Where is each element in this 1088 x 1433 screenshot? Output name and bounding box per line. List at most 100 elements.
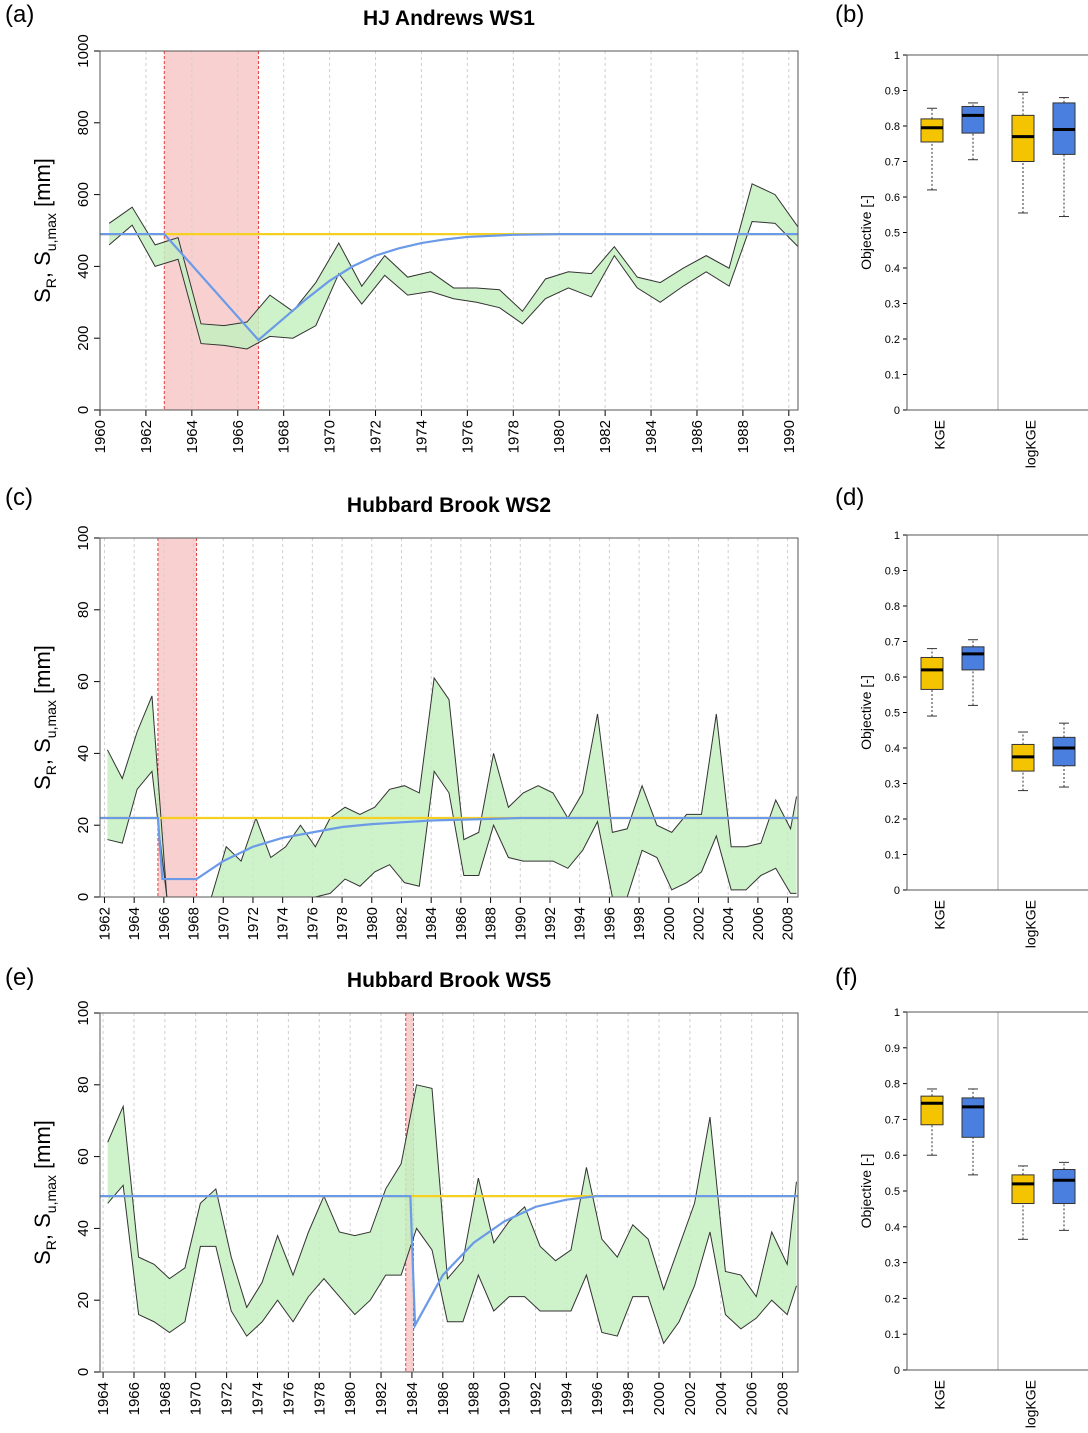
y-tick-label: 400 [75, 254, 92, 279]
line [100, 1194, 798, 1330]
x-tick-label: logKGE [1023, 420, 1039, 468]
x-tick-label: 1970 [322, 420, 339, 453]
x-tick-label: 1964 [126, 907, 143, 940]
x-tick-label: 1982 [373, 1382, 390, 1415]
x-tick-label: logKGE [1023, 1380, 1039, 1428]
x-tick-label: 1972 [368, 420, 385, 453]
y-tick-label: 0.9 [885, 566, 900, 578]
y-tick-label: 1 [894, 1007, 900, 1019]
y-tick-label: 0.7 [885, 1114, 900, 1126]
y-tick-label: 0.9 [885, 1043, 900, 1055]
x-tick-label: 1976 [280, 1382, 297, 1415]
x-tick-label: 1968 [276, 420, 293, 453]
y-tick-label: 0.2 [885, 334, 900, 346]
y-tick-label: 0.4 [885, 263, 900, 275]
x-tick-label: 1978 [334, 907, 351, 940]
y-axis-label: SR, Su,max [mm] [30, 1120, 59, 1265]
y-axis-label-part: u,max [43, 1175, 59, 1213]
x-tick-label: 1962 [138, 420, 155, 453]
x-tick-label: logKGE [1023, 900, 1039, 948]
y-axis-label: SR, Su,max [mm] [30, 158, 59, 303]
y-tick-label: 80 [75, 601, 92, 618]
y-tick-label: 60 [75, 1148, 92, 1165]
band-area [109, 183, 799, 349]
y-tick-label: 0 [894, 1365, 900, 1377]
x-tick-label: 1998 [620, 1382, 637, 1415]
y-tick-label: 0.9 [885, 86, 900, 98]
band-area [107, 1084, 797, 1344]
y-axis-label-part: S [30, 1250, 55, 1265]
y-tick-label: 40 [75, 745, 92, 762]
y-axis-label-part: [mm] [30, 1120, 55, 1175]
x-tick-label: 1994 [558, 1382, 575, 1415]
band-lower [107, 1184, 797, 1345]
plot-frame [906, 1011, 1088, 1371]
x-tick-label: 1992 [542, 907, 559, 940]
x-tick-label: 1964 [184, 420, 201, 453]
y-tick-label: 0.7 [885, 157, 900, 169]
x-tick-label: 1984 [423, 907, 440, 940]
x-tick-label: 2008 [775, 1382, 792, 1415]
box [1052, 736, 1076, 767]
y-tick-label: 800 [75, 110, 92, 135]
y-tick-label: 0.6 [885, 1150, 900, 1162]
y-tick-label: 20 [75, 1292, 92, 1309]
y-tick-label: 0 [894, 405, 900, 417]
x-tick-label: 1966 [230, 420, 247, 453]
plot-frame [99, 1012, 799, 1373]
y-tick-label: 0.3 [885, 299, 900, 311]
y-tick-label: 0 [75, 893, 92, 901]
box [1011, 1174, 1035, 1205]
y-axis-label-part: S [30, 775, 55, 790]
x-tick-label: 1980 [342, 1382, 359, 1415]
y-tick-label: 0.4 [885, 743, 900, 755]
y-axis-label-part: R [43, 1240, 59, 1250]
y-tick-label: 600 [75, 182, 92, 207]
box [920, 118, 944, 143]
x-tick-label: 1966 [126, 1382, 143, 1415]
panel-label: (d) [835, 484, 864, 511]
x-tick-label: 1964 [95, 1382, 112, 1415]
x-tick-label: 1994 [572, 907, 589, 940]
panel-label: (c) [5, 484, 33, 511]
x-tick-label: 1984 [404, 1382, 421, 1415]
y-tick-label: 0 [894, 885, 900, 897]
x-tick-label: 2002 [690, 907, 707, 940]
panel-label: (b) [835, 1, 864, 28]
plot-frame [99, 50, 799, 411]
x-tick-label: 1976 [459, 420, 476, 453]
y-axis-label-part: , S [30, 1213, 55, 1240]
chart-title: Hubbard Brook WS5 [347, 969, 551, 992]
x-tick-label: 1978 [311, 1382, 328, 1415]
x-tick-label: 1982 [597, 420, 614, 453]
y-tick-label: 20 [75, 817, 92, 834]
y-tick-label: 0.2 [885, 1293, 900, 1305]
x-tick-label: 1970 [188, 1382, 205, 1415]
band-area [107, 678, 797, 897]
x-tick-label: 1998 [631, 907, 648, 940]
y-axis-label-part: u,max [43, 700, 59, 738]
y-tick-label: 0.6 [885, 192, 900, 204]
y-tick-label: 0.5 [885, 708, 900, 720]
x-tick-label: 1960 [92, 420, 109, 453]
y-tick-label: 0.5 [885, 1186, 900, 1198]
y-tick-label: 0.5 [885, 228, 900, 240]
y-tick-label: 0.6 [885, 672, 900, 684]
y-axis-label-part: R [43, 765, 59, 775]
y-tick-label: 100 [75, 1000, 92, 1025]
x-tick-label: 1976 [304, 907, 321, 940]
panel-label: (f) [835, 964, 858, 991]
highlight-period [164, 51, 259, 410]
box [920, 656, 944, 690]
panel-label: (a) [5, 1, 34, 28]
x-tick-label: 1986 [453, 907, 470, 940]
x-tick-label: KGE [932, 420, 948, 450]
plot-frame [906, 534, 1088, 891]
x-tick-label: 1972 [245, 907, 262, 940]
x-tick-label: 1978 [505, 420, 522, 453]
band-lower [108, 220, 799, 350]
x-tick-label: 2004 [713, 1382, 730, 1415]
y-tick-label: 0.3 [885, 779, 900, 791]
x-tick-label: 1986 [689, 420, 706, 453]
